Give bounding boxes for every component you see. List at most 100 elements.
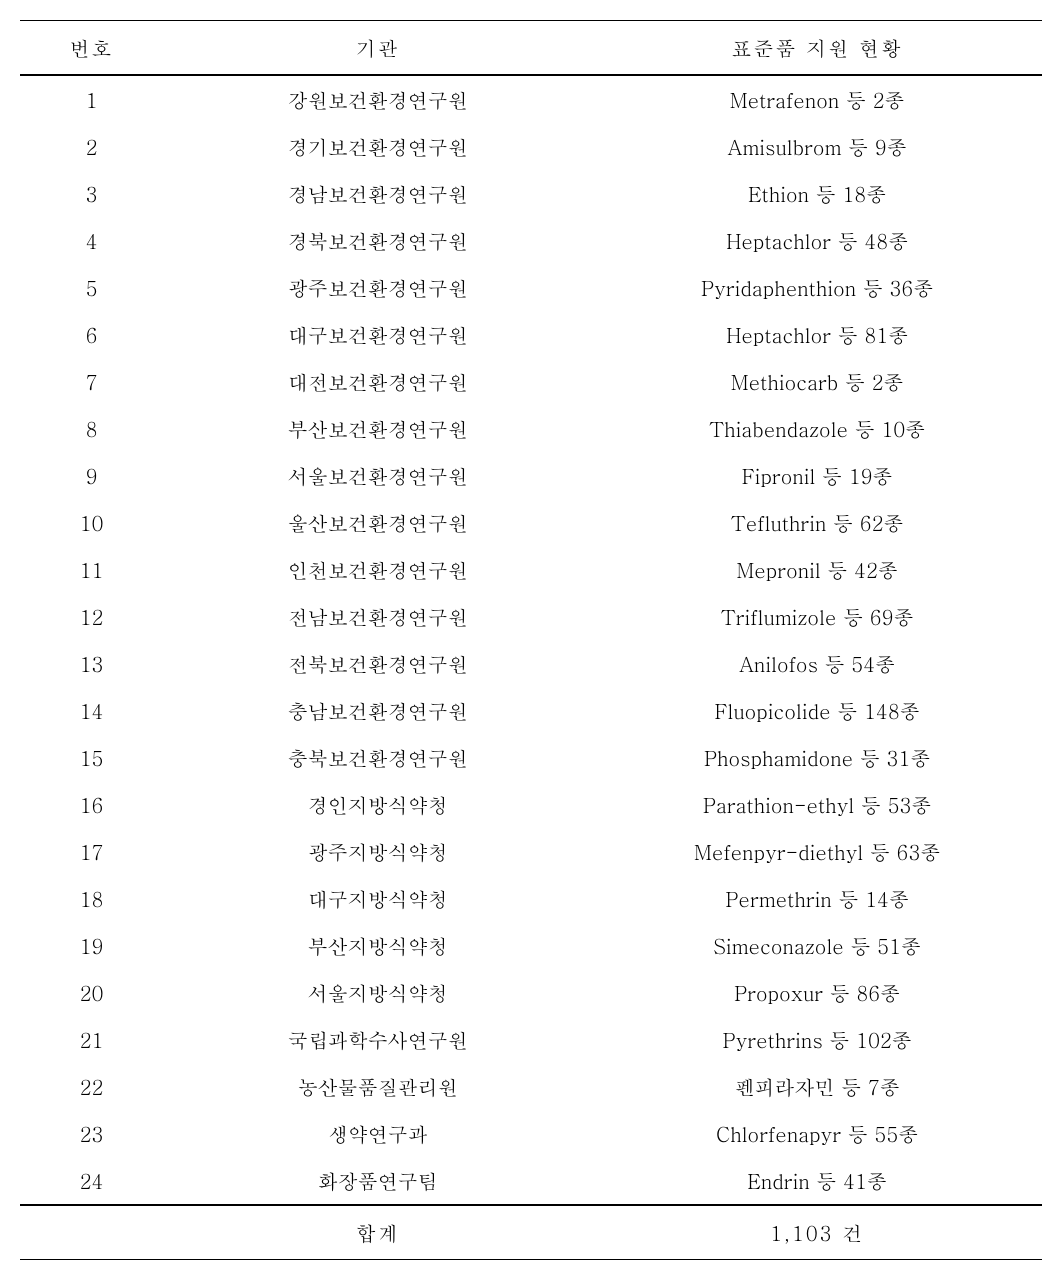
table-row: 13전북보건환경연구원Anilofos 등 54종 (20, 640, 1042, 687)
cell-org: 경북보건환경연구원 (163, 217, 592, 264)
header-num: 번호 (20, 21, 163, 76)
cell-status: Fipronil 등 19종 (592, 452, 1042, 499)
cell-num: 11 (20, 546, 163, 593)
cell-num: 14 (20, 687, 163, 734)
cell-num: 7 (20, 358, 163, 405)
standards-support-table: 번호 기관 표준품 지원 현황 1강원보건환경연구원Metrafenon 등 2… (20, 20, 1042, 1260)
cell-num: 17 (20, 828, 163, 875)
cell-num: 19 (20, 922, 163, 969)
table-row: 23생약연구과Chlorfenapyr 등 55종 (20, 1110, 1042, 1157)
cell-num: 20 (20, 969, 163, 1016)
cell-org: 광주보건환경연구원 (163, 264, 592, 311)
cell-num: 16 (20, 781, 163, 828)
table-row: 21국립과학수사연구원Pyrethrins 등 102종 (20, 1016, 1042, 1063)
cell-org: 부산보건환경연구원 (163, 405, 592, 452)
cell-status: Triflumizole 등 69종 (592, 593, 1042, 640)
cell-num: 4 (20, 217, 163, 264)
cell-org: 경인지방식약청 (163, 781, 592, 828)
cell-status: Amisulbrom 등 9종 (592, 123, 1042, 170)
table-row: 14충남보건환경연구원Fluopicolide 등 148종 (20, 687, 1042, 734)
cell-num: 23 (20, 1110, 163, 1157)
cell-org: 대구보건환경연구원 (163, 311, 592, 358)
footer-row: 합계 1,103 건 (20, 1205, 1042, 1260)
cell-num: 2 (20, 123, 163, 170)
header-status: 표준품 지원 현황 (592, 21, 1042, 76)
header-org: 기관 (163, 21, 592, 76)
cell-status: Metrafenon 등 2종 (592, 75, 1042, 123)
table-row: 1강원보건환경연구원Metrafenon 등 2종 (20, 75, 1042, 123)
cell-status: Tefluthrin 등 62종 (592, 499, 1042, 546)
cell-org: 충북보건환경연구원 (163, 734, 592, 781)
cell-status: Simeconazole 등 51종 (592, 922, 1042, 969)
table-row: 9서울보건환경연구원Fipronil 등 19종 (20, 452, 1042, 499)
table-row: 15충북보건환경연구원Phosphamidone 등 31종 (20, 734, 1042, 781)
footer-label: 합계 (163, 1205, 592, 1260)
cell-status: Mepronil 등 42종 (592, 546, 1042, 593)
cell-org: 화장품연구팀 (163, 1157, 592, 1205)
cell-org: 대전보건환경연구원 (163, 358, 592, 405)
cell-num: 15 (20, 734, 163, 781)
cell-org: 인천보건환경연구원 (163, 546, 592, 593)
table-row: 5광주보건환경연구원Pyridaphenthion 등 36종 (20, 264, 1042, 311)
cell-org: 충남보건환경연구원 (163, 687, 592, 734)
cell-org: 강원보건환경연구원 (163, 75, 592, 123)
cell-num: 12 (20, 593, 163, 640)
cell-org: 농산물품질관리원 (163, 1063, 592, 1110)
table-row: 24화장품연구팀Endrin 등 41종 (20, 1157, 1042, 1205)
cell-status: Ethion 등 18종 (592, 170, 1042, 217)
cell-num: 24 (20, 1157, 163, 1205)
cell-org: 서울지방식약청 (163, 969, 592, 1016)
cell-org: 경남보건환경연구원 (163, 170, 592, 217)
cell-org: 부산지방식약청 (163, 922, 592, 969)
table-row: 7대전보건환경연구원Methiocarb 등 2종 (20, 358, 1042, 405)
cell-status: Permethrin 등 14종 (592, 875, 1042, 922)
cell-num: 21 (20, 1016, 163, 1063)
table-row: 22농산물품질관리원펜피라자민 등 7종 (20, 1063, 1042, 1110)
cell-status: Fluopicolide 등 148종 (592, 687, 1042, 734)
table-row: 11인천보건환경연구원Mepronil 등 42종 (20, 546, 1042, 593)
cell-status: 펜피라자민 등 7종 (592, 1063, 1042, 1110)
table-row: 3경남보건환경연구원Ethion 등 18종 (20, 170, 1042, 217)
header-row: 번호 기관 표준품 지원 현황 (20, 21, 1042, 76)
table-row: 16경인지방식약청Parathion-ethyl 등 53종 (20, 781, 1042, 828)
cell-status: Phosphamidone 등 31종 (592, 734, 1042, 781)
cell-org: 광주지방식약청 (163, 828, 592, 875)
table-row: 18대구지방식약청Permethrin 등 14종 (20, 875, 1042, 922)
cell-status: Endrin 등 41종 (592, 1157, 1042, 1205)
cell-status: Mefenpyr-diethyl 등 63종 (592, 828, 1042, 875)
cell-status: Methiocarb 등 2종 (592, 358, 1042, 405)
table-row: 10울산보건환경연구원Tefluthrin 등 62종 (20, 499, 1042, 546)
cell-org: 서울보건환경연구원 (163, 452, 592, 499)
cell-org: 국립과학수사연구원 (163, 1016, 592, 1063)
table-footer: 합계 1,103 건 (20, 1205, 1042, 1260)
cell-org: 전남보건환경연구원 (163, 593, 592, 640)
table-row: 2경기보건환경연구원Amisulbrom 등 9종 (20, 123, 1042, 170)
footer-empty (20, 1205, 163, 1260)
cell-status: Parathion-ethyl 등 53종 (592, 781, 1042, 828)
table-row: 12전남보건환경연구원Triflumizole 등 69종 (20, 593, 1042, 640)
cell-num: 22 (20, 1063, 163, 1110)
cell-num: 13 (20, 640, 163, 687)
cell-status: Pyrethrins 등 102종 (592, 1016, 1042, 1063)
cell-org: 울산보건환경연구원 (163, 499, 592, 546)
cell-num: 8 (20, 405, 163, 452)
cell-status: Thiabendazole 등 10종 (592, 405, 1042, 452)
cell-num: 18 (20, 875, 163, 922)
footer-total: 1,103 건 (592, 1205, 1042, 1260)
cell-org: 대구지방식약청 (163, 875, 592, 922)
cell-num: 5 (20, 264, 163, 311)
cell-num: 9 (20, 452, 163, 499)
cell-status: Heptachlor 등 48종 (592, 217, 1042, 264)
cell-num: 6 (20, 311, 163, 358)
table-row: 8부산보건환경연구원Thiabendazole 등 10종 (20, 405, 1042, 452)
table-row: 17광주지방식약청Mefenpyr-diethyl 등 63종 (20, 828, 1042, 875)
cell-status: Heptachlor 등 81종 (592, 311, 1042, 358)
cell-num: 3 (20, 170, 163, 217)
cell-status: Anilofos 등 54종 (592, 640, 1042, 687)
cell-org: 생약연구과 (163, 1110, 592, 1157)
table-row: 20서울지방식약청Propoxur 등 86종 (20, 969, 1042, 1016)
table-body: 1강원보건환경연구원Metrafenon 등 2종 2경기보건환경연구원Amis… (20, 75, 1042, 1205)
cell-org: 경기보건환경연구원 (163, 123, 592, 170)
cell-status: Propoxur 등 86종 (592, 969, 1042, 1016)
cell-org: 전북보건환경연구원 (163, 640, 592, 687)
